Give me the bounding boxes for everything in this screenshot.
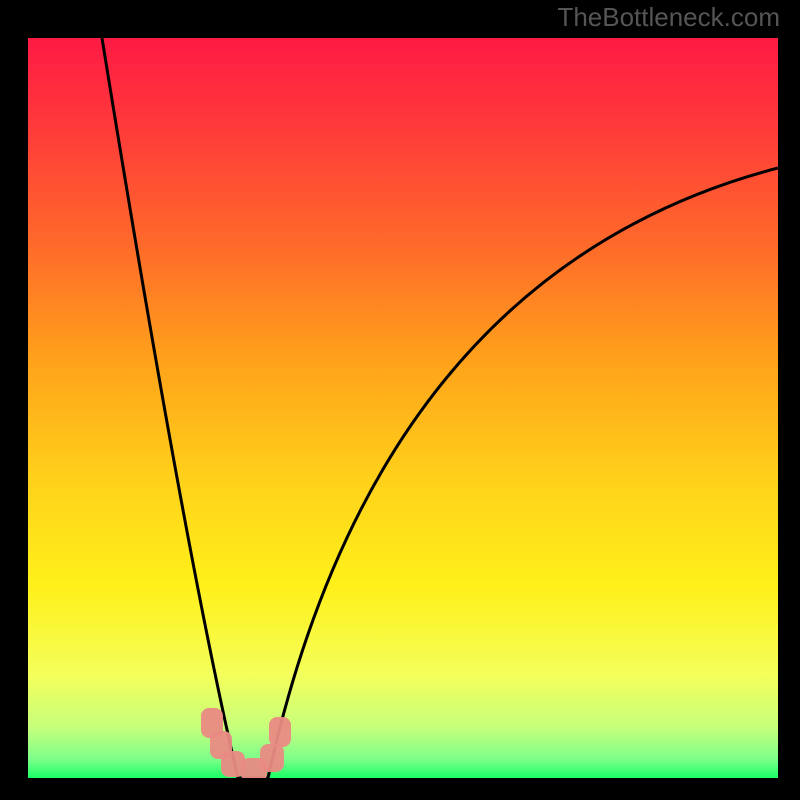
bottleneck-curve (102, 38, 778, 778)
watermark-text: TheBottleneck.com (557, 2, 780, 33)
optimal-marker (260, 744, 284, 772)
plot-area (28, 38, 778, 778)
frame-right (778, 0, 800, 800)
curve-svg (28, 38, 778, 778)
frame-left (0, 0, 28, 800)
optimal-marker (269, 717, 291, 747)
frame-bottom (0, 778, 800, 800)
